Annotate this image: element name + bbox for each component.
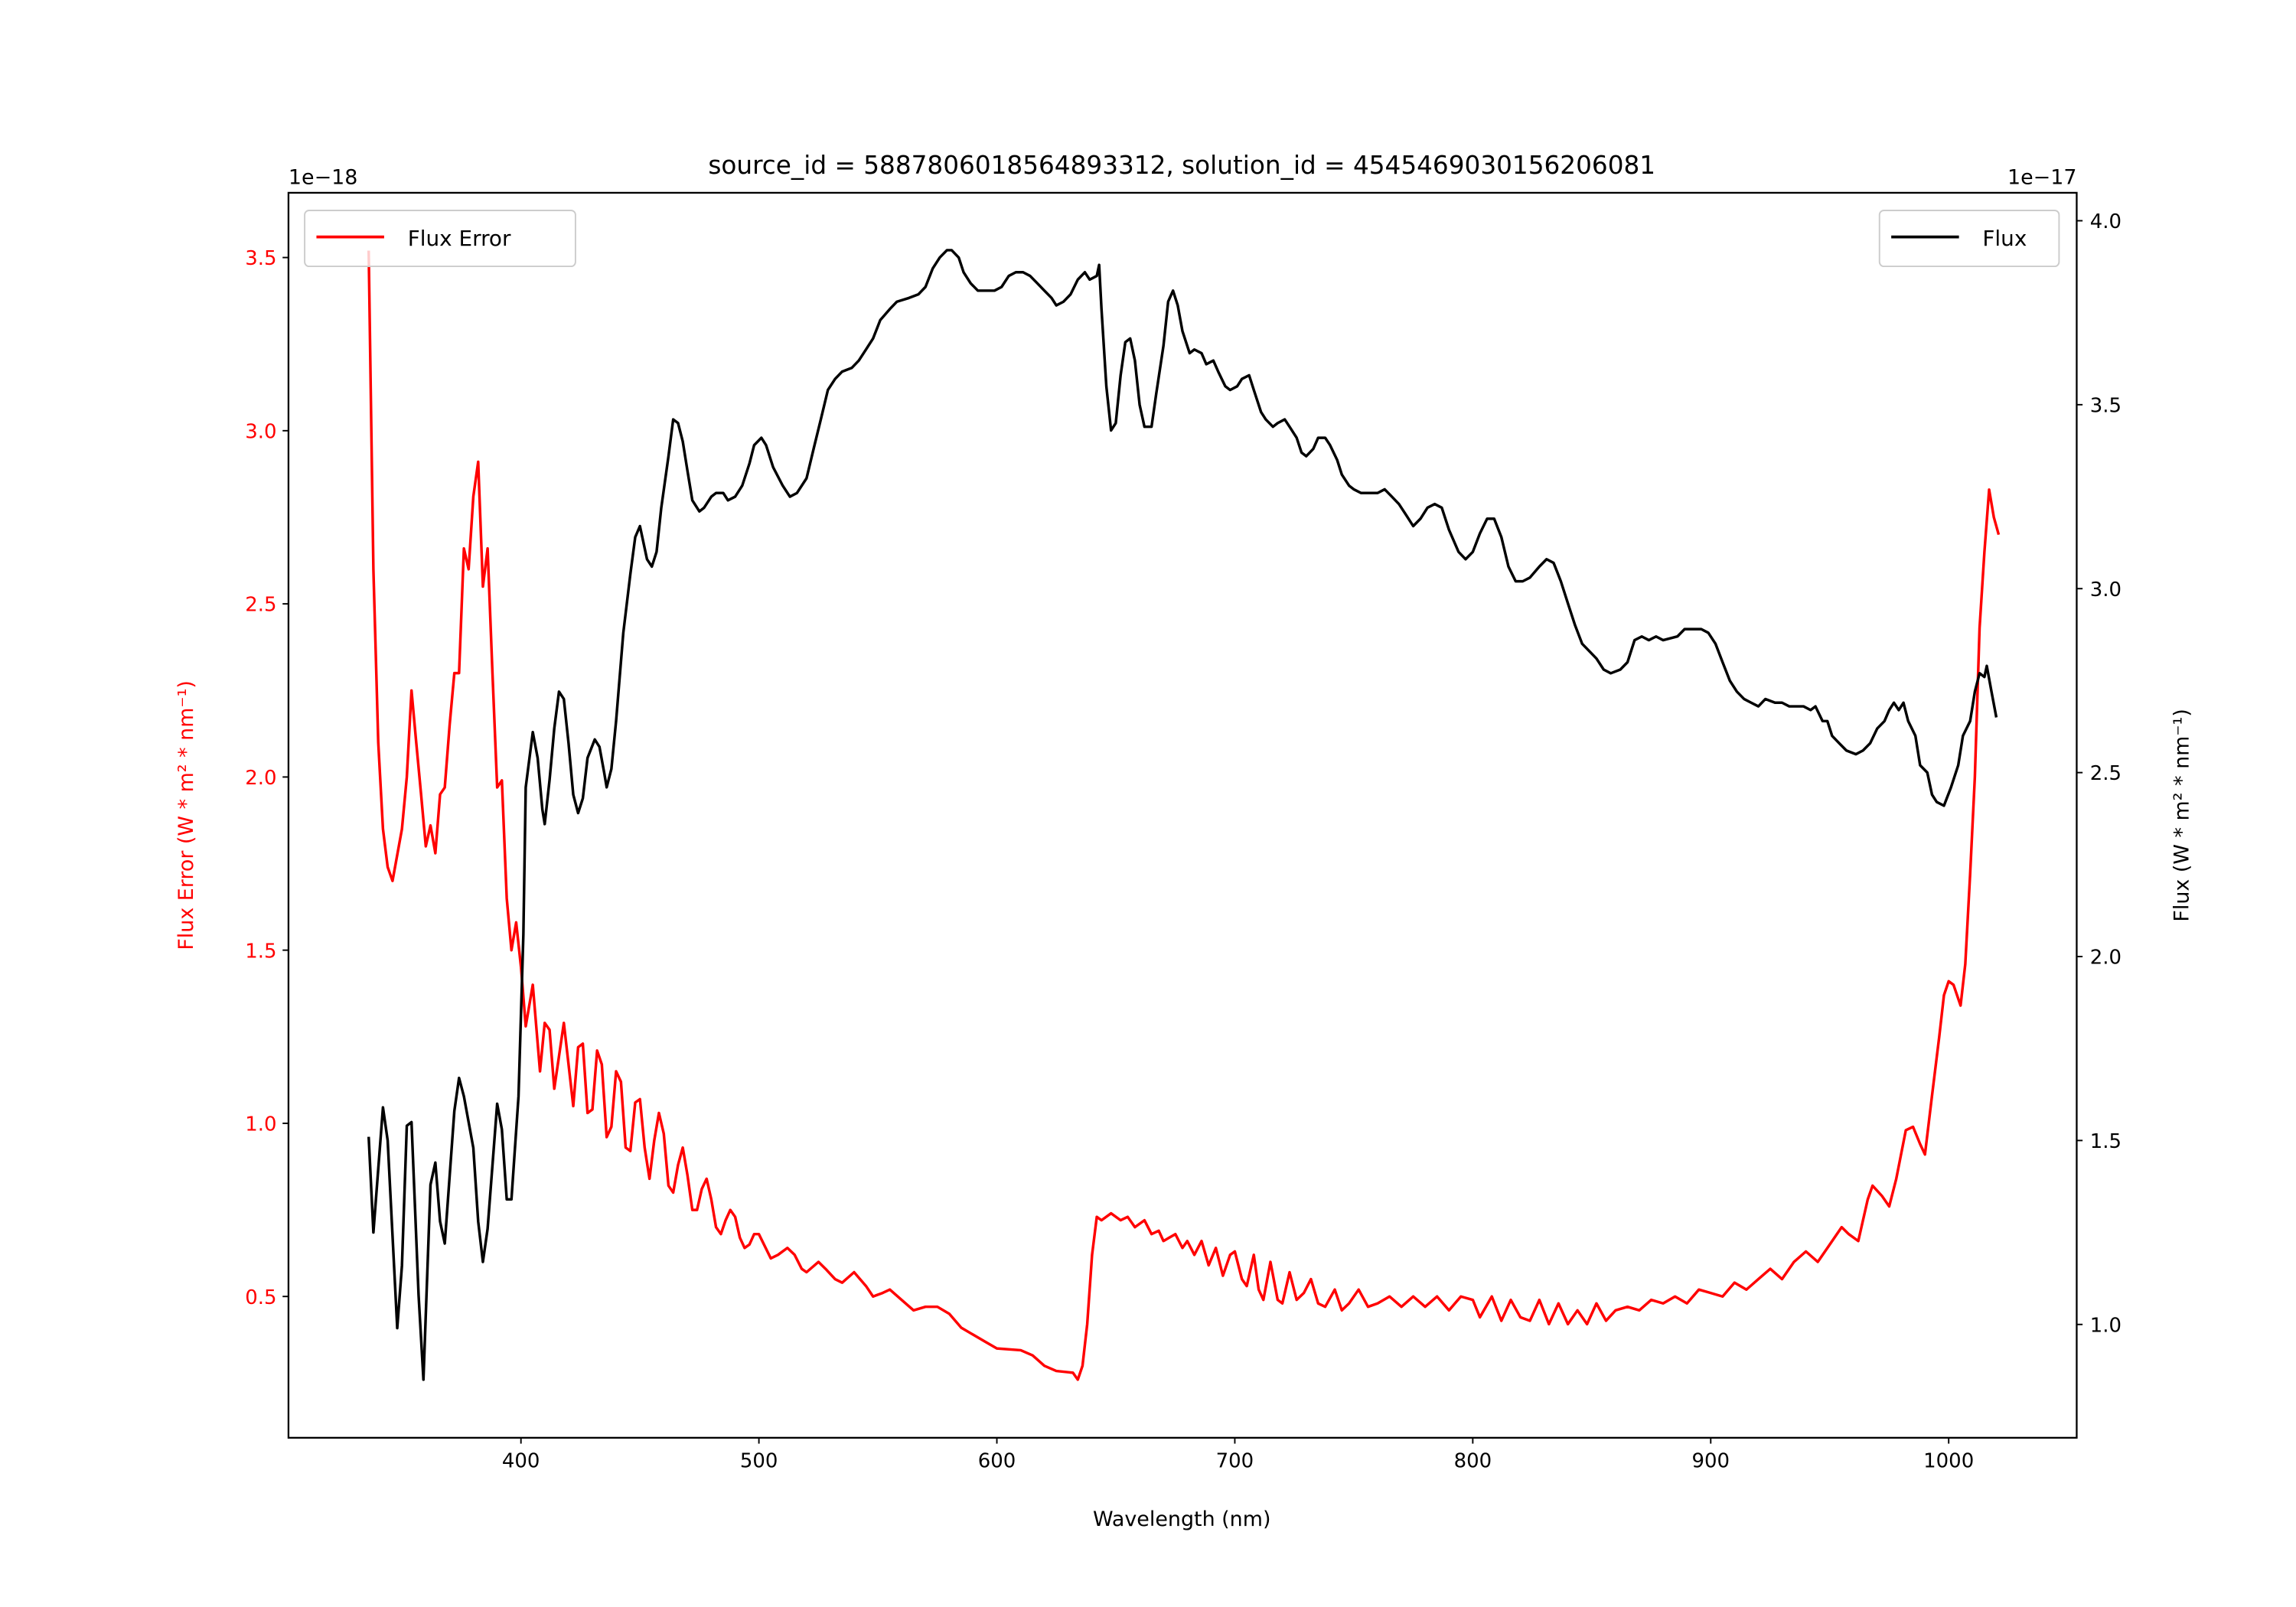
flux-series-line	[367, 249, 1998, 1381]
right-y-tick-label: 2.5	[2090, 762, 2122, 785]
chart-title: source_id = 5887806018564893312, solutio…	[708, 151, 1655, 180]
left-y-tick-label: 3.0	[245, 420, 276, 443]
right-y-tick-label: 3.0	[2090, 579, 2122, 601]
x-axis-label: Wavelength (nm)	[1093, 1508, 1270, 1531]
legend-flux-label: Flux	[1982, 226, 2027, 251]
x-tick-label: 800	[1454, 1449, 1492, 1472]
right-y-axis-label: Flux (W * m² * nm⁻¹)	[2170, 709, 2194, 921]
x-tick-label: 500	[740, 1449, 778, 1472]
left-y-tick-label: 1.5	[245, 940, 276, 963]
right-y-tick-label: 4.0	[2090, 210, 2122, 233]
left-y-tick-label: 0.5	[245, 1286, 276, 1309]
x-tick-label: 700	[1216, 1449, 1254, 1472]
left-offset-label: 1e−18	[289, 165, 357, 189]
legend-flux-error: Flux Error	[304, 210, 576, 268]
left-y-tick-label: 1.0	[245, 1113, 276, 1136]
x-tick-label: 400	[502, 1449, 540, 1472]
legend-flux-error-label: Flux Error	[408, 226, 511, 251]
flux-error-series-line	[367, 250, 2001, 1381]
x-tick-label: 600	[978, 1449, 1016, 1472]
left-y-tick-label: 3.5	[245, 247, 276, 270]
right-y-tick-label: 1.0	[2090, 1314, 2122, 1337]
right-y-tick-label: 2.0	[2090, 947, 2122, 970]
plot-frame	[287, 191, 2078, 1439]
x-tick-label: 1000	[1923, 1449, 1974, 1472]
left-y-tick-label: 2.5	[245, 594, 276, 617]
right-y-tick-label: 3.5	[2090, 394, 2122, 417]
right-y-tick-label: 1.5	[2090, 1130, 2122, 1153]
right-offset-label: 1e−17	[2007, 165, 2076, 189]
x-tick-label: 900	[1691, 1449, 1730, 1472]
legend-flux: Flux	[1878, 210, 2060, 268]
left-y-tick-label: 2.0	[245, 767, 276, 790]
left-y-axis-label: Flux Error (W * m² * nm⁻¹)	[174, 680, 198, 950]
